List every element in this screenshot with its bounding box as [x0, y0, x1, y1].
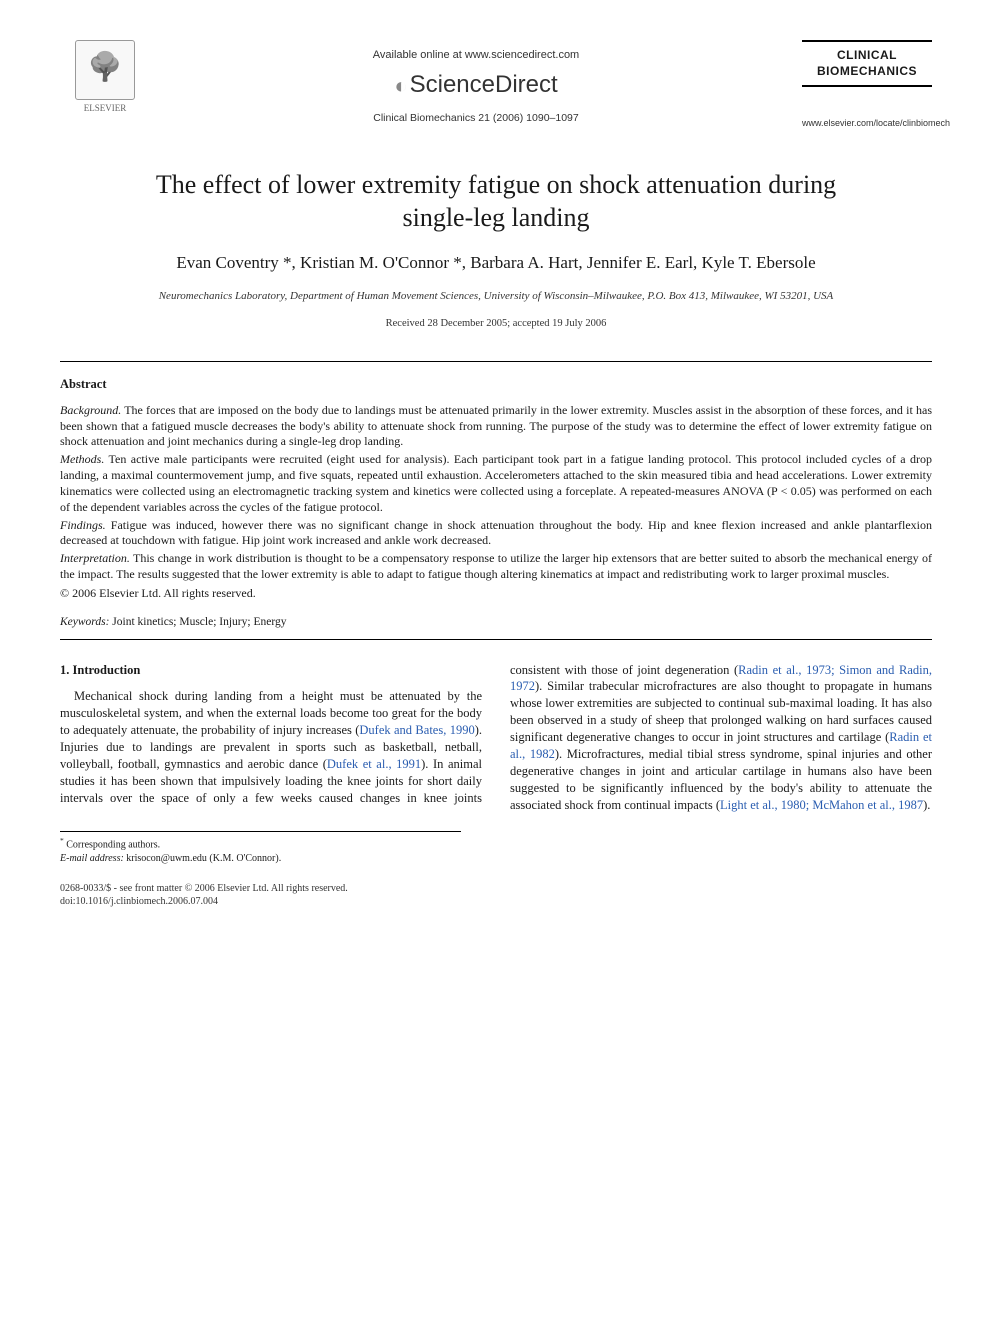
methods-label: Methods. [60, 452, 104, 466]
email-line: E-mail address: krisocon@uwm.edu (K.M. O… [60, 852, 461, 866]
intro-para-1: Mechanical shock during landing from a h… [60, 662, 932, 814]
journal-name-line2: BIOMECHANICS [817, 64, 917, 78]
publisher-logo: ELSEVIER [60, 40, 150, 114]
affiliation: Neuromechanics Laboratory, Department of… [140, 289, 852, 304]
email-who: (K.M. O'Connor). [209, 853, 281, 864]
journal-name-line1: CLINICAL [837, 48, 897, 62]
email-label: E-mail address: [60, 853, 124, 864]
center-header: Available online at www.sciencedirect.co… [150, 40, 802, 125]
rule-top [60, 361, 932, 362]
abstract-methods: Methods. Ten active male participants we… [60, 452, 932, 515]
sciencedirect-logo: ◐ScienceDirect [150, 69, 802, 101]
footnote-block: * Corresponding authors. E-mail address:… [60, 831, 461, 865]
keywords-label: Keywords: [60, 616, 109, 628]
footer-doi: doi:10.1016/j.clinbiomech.2006.07.004 [60, 895, 348, 909]
authors: Evan Coventry *, Kristian M. O'Connor *,… [60, 252, 932, 275]
interpretation-label: Interpretation. [60, 551, 130, 565]
abstract-findings: Findings. Fatigue was induced, however t… [60, 518, 932, 550]
corresponding-authors: * Corresponding authors. [60, 836, 461, 852]
keywords-text: Joint kinetics; Muscle; Injury; Energy [109, 616, 286, 628]
intro-p2-b: ). Similar trabecular microfractures are… [510, 679, 932, 744]
footer-copyright: 0268-0033/$ - see front matter © 2006 El… [60, 882, 348, 896]
intro-p2-d: ). [923, 798, 930, 812]
article-dates: Received 28 December 2005; accepted 19 J… [60, 317, 932, 331]
introduction-heading: 1. Introduction [60, 662, 482, 679]
findings-label: Findings. [60, 518, 106, 532]
article-title: The effect of lower extremity fatigue on… [120, 169, 872, 234]
abstract-interpretation: Interpretation. This change in work dist… [60, 551, 932, 583]
abstract-background: Background. The forces that are imposed … [60, 403, 932, 450]
rule-bottom [60, 639, 932, 640]
journal-reference: Clinical Biomechanics 21 (2006) 1090–109… [150, 111, 802, 125]
background-label: Background. [60, 403, 121, 417]
corresponding-text: Corresponding authors. [66, 840, 160, 851]
journal-url: www.elsevier.com/locate/clinbiomech [802, 117, 932, 129]
keywords-line: Keywords: Joint kinetics; Muscle; Injury… [60, 615, 932, 631]
journal-name: CLINICAL BIOMECHANICS [802, 40, 932, 87]
available-online-text: Available online at www.sciencedirect.co… [150, 48, 802, 63]
elsevier-tree-icon [75, 40, 135, 100]
background-text: The forces that are imposed on the body … [60, 403, 932, 449]
footer-left: 0268-0033/$ - see front matter © 2006 El… [60, 882, 348, 909]
abstract-copyright: © 2006 Elsevier Ltd. All rights reserved… [60, 585, 932, 601]
sciencedirect-icon: ◐ [394, 73, 407, 98]
abstract-heading: Abstract [60, 376, 932, 393]
journal-box: CLINICAL BIOMECHANICS www.elsevier.com/l… [802, 40, 932, 129]
email-address[interactable]: krisocon@uwm.edu [124, 853, 210, 864]
body-columns: 1. Introduction Mechanical shock during … [60, 662, 932, 814]
citation-dufek-bates-1990[interactable]: Dufek and Bates, 1990 [359, 723, 474, 737]
findings-text: Fatigue was induced, however there was n… [60, 518, 932, 548]
citation-light-mcmahon[interactable]: Light et al., 1980; McMahon et al., 1987 [720, 798, 923, 812]
page-footer: 0268-0033/$ - see front matter © 2006 El… [60, 882, 932, 909]
publisher-name: ELSEVIER [84, 102, 127, 114]
citation-dufek-1991[interactable]: Dufek et al., 1991 [327, 757, 421, 771]
methods-text: Ten active male participants were recrui… [60, 452, 932, 513]
interpretation-text: This change in work distribution is thou… [60, 551, 932, 581]
sciencedirect-text: ScienceDirect [410, 71, 558, 98]
page-header: ELSEVIER Available online at www.science… [60, 40, 932, 129]
